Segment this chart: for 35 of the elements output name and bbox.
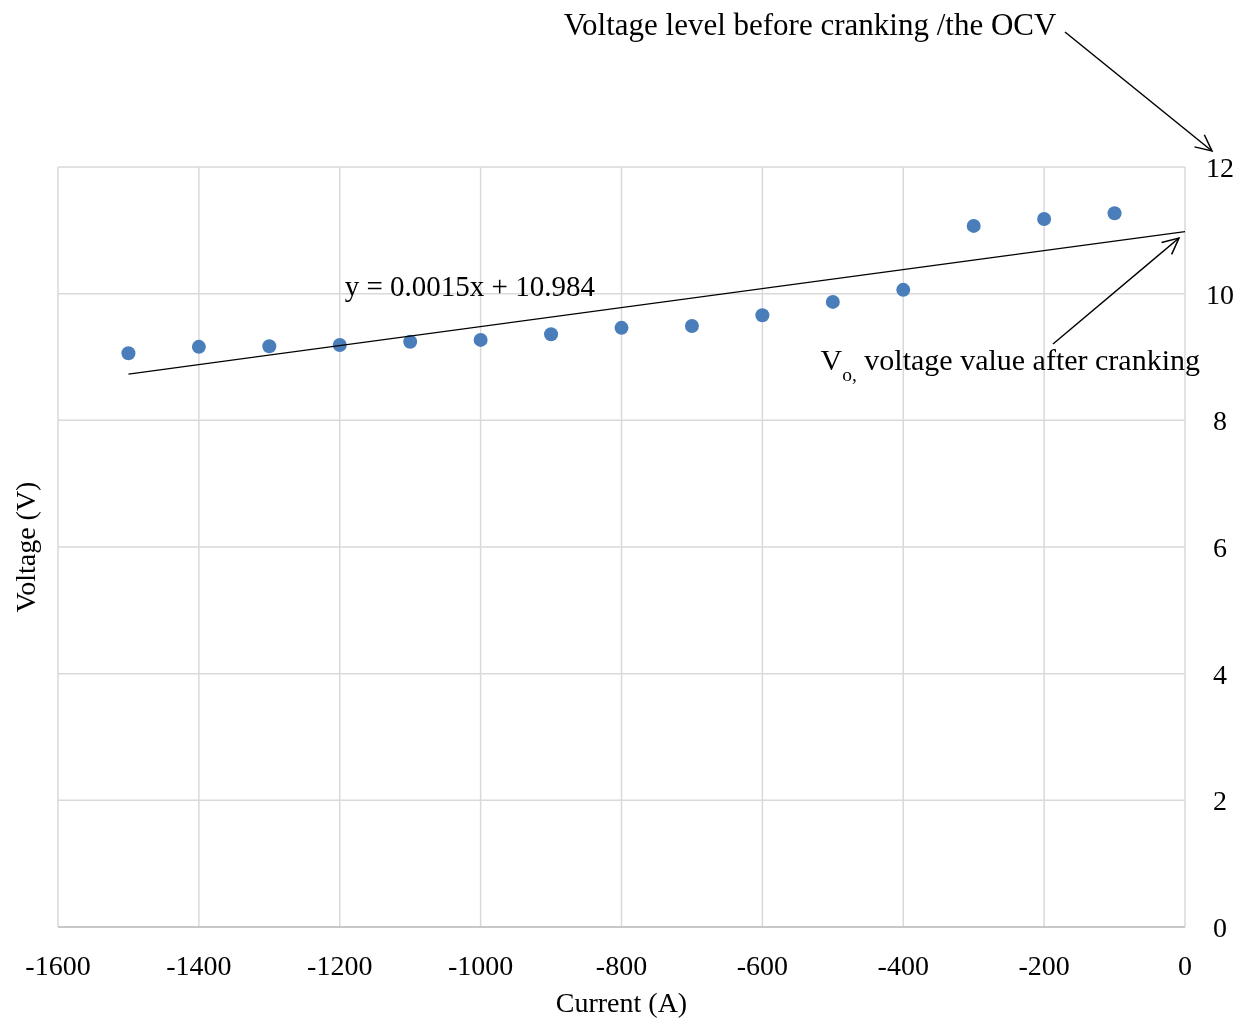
point <box>966 218 981 233</box>
annotation: V$_{o,}$ voltage value after cranking <box>820 343 1200 385</box>
y-tick-label: 0 <box>1213 912 1227 943</box>
y-tick-label: 10 <box>1206 278 1234 310</box>
point <box>191 339 206 354</box>
x-tick-label: -600 <box>736 950 789 981</box>
annotation: y = 0.0015x + 10.984 <box>344 269 596 302</box>
x-tick-label: -200 <box>1018 950 1070 981</box>
point <box>544 327 559 342</box>
y-tick-label: 12 <box>1206 152 1234 183</box>
x-tick-label: -1600 <box>25 950 91 981</box>
point <box>262 339 277 354</box>
x-tick-label: -400 <box>877 950 929 981</box>
point <box>614 320 629 335</box>
point <box>403 334 418 349</box>
y-tick-label: 6 <box>1213 532 1227 563</box>
y-tick-label: 4 <box>1213 658 1227 690</box>
point <box>1107 206 1122 221</box>
y-tick-label: 8 <box>1213 405 1227 437</box>
x-tick-label: -1400 <box>166 950 232 981</box>
x-axis-title: Current (A) <box>555 987 688 1018</box>
point <box>1037 211 1052 226</box>
text: Voltage level before cranking /the OCV <box>563 7 1057 42</box>
point <box>755 308 770 323</box>
point <box>473 332 488 347</box>
x-tick-label: 0 <box>1178 950 1192 981</box>
point <box>121 346 136 361</box>
y-axis-title: Voltage (V) <box>10 481 41 613</box>
x-tick-label: -800 <box>595 950 648 981</box>
point <box>825 294 840 309</box>
point <box>896 282 911 297</box>
x-tick-label: -1000 <box>447 950 514 981</box>
x-tick-label: -1200 <box>307 950 373 981</box>
y-tick-label: 2 <box>1213 785 1227 817</box>
point <box>684 318 699 333</box>
